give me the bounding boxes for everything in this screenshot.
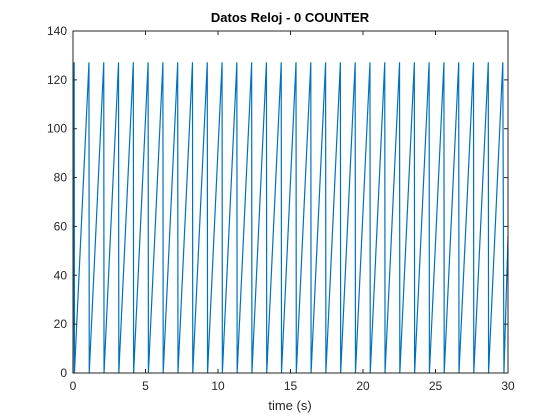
x-tick-label: 5 (142, 379, 149, 393)
tick-label-layer: 0 5 10 15 20 25 30 0 20 40 60 80 100 120 140 (47, 24, 515, 393)
x-tick-label: 30 (501, 379, 515, 393)
x-tick-label: 25 (429, 379, 443, 393)
y-tick-label: 80 (54, 171, 68, 185)
chart-title: Datos Reloj - 0 COUNTER (211, 10, 370, 25)
y-tick-label: 120 (47, 73, 67, 87)
x-tick-label: 0 (70, 379, 77, 393)
series-layer (72, 62, 509, 374)
axes-box (72, 30, 509, 374)
y-tick-label: 40 (54, 268, 68, 282)
y-tick-label: 100 (47, 122, 67, 136)
series-line-0 (72, 62, 509, 374)
y-tick-label: 20 (54, 317, 68, 331)
x-axis-label: time (s) (268, 398, 311, 413)
x-tick-label: 20 (356, 379, 370, 393)
y-tick-label: 140 (47, 24, 67, 38)
y-tick-label: 0 (60, 366, 67, 380)
x-tick-label: 10 (211, 379, 225, 393)
plot-area (73, 31, 508, 373)
y-tick-label: 60 (54, 219, 68, 233)
x-tick-label: 15 (284, 379, 298, 393)
